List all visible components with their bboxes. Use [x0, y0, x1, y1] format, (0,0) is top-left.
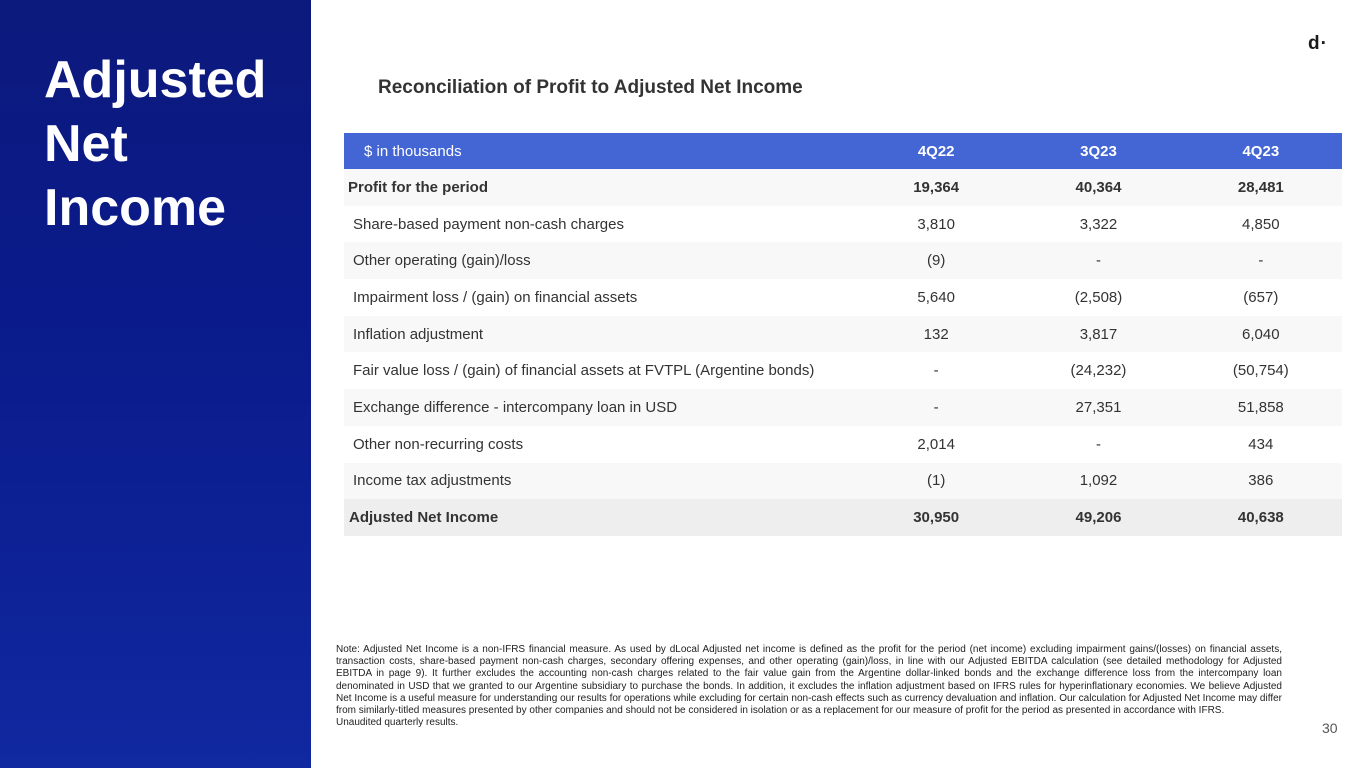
cell-4q22: 132 — [855, 315, 1018, 353]
cell-4q23: (50,754) — [1232, 362, 1289, 380]
cell-4q23: 40,638 — [1179, 499, 1342, 536]
row-label: Other operating (gain)/loss — [344, 242, 856, 280]
table-row: Fair value loss / (gain) of financial as… — [344, 352, 1342, 389]
table-row: Income tax adjustments (1) 1,092 386 — [344, 462, 1342, 500]
row-label: Income tax adjustments — [344, 462, 856, 500]
table-row: Share-based payment non-cash charges 3,8… — [344, 206, 1342, 243]
cell-4q23: 386 — [1179, 462, 1342, 500]
cell-3q23: 49,206 — [1017, 499, 1180, 536]
sidebar-panel: Adjusted Net Income — [0, 0, 311, 768]
page-title: Adjusted Net Income — [44, 48, 294, 240]
cell-4q22: - — [855, 389, 1018, 426]
cell-4q22: (9) — [855, 242, 1018, 280]
table-row: Profit for the period 19,364 40,364 28,4… — [344, 169, 1342, 206]
reconciliation-table: $ in thousands 4Q22 3Q23 4Q23 Profit for… — [344, 133, 1342, 536]
cell-4q22: - — [933, 362, 939, 380]
header-3q23: 3Q23 — [1017, 133, 1180, 169]
page-title-line: Income — [44, 179, 227, 237]
cell-4q23: 51,858 — [1179, 389, 1342, 426]
footnote-text: Note: Adjusted Net Income is a non-IFRS … — [336, 644, 1282, 717]
page-title-line: Adjusted — [44, 51, 267, 109]
cell-4q23: 4,850 — [1242, 215, 1280, 233]
table-row: Impairment loss / (gain) on financial as… — [344, 279, 1342, 316]
cell-3q23: 1,092 — [1017, 462, 1180, 500]
header-4q22: 4Q22 — [855, 133, 1018, 169]
table-total-row: Adjusted Net Income 30,950 49,206 40,638 — [344, 499, 1342, 536]
row-label: Profit for the period — [344, 169, 856, 206]
row-label: Impairment loss / (gain) on financial as… — [353, 288, 638, 306]
cell-3q23: 3,322 — [1079, 215, 1118, 233]
table-header-row: $ in thousands 4Q22 3Q23 4Q23 — [344, 133, 1342, 169]
cell-3q23: (2,508) — [1074, 288, 1123, 306]
cell-3q23: 3,817 — [1017, 315, 1180, 353]
row-label: Exchange difference - intercompany loan … — [344, 389, 856, 426]
cell-4q23: (657) — [1243, 288, 1279, 306]
row-label: Fair value loss / (gain) of financial as… — [353, 362, 815, 380]
table-row: Inflation adjustment 132 3,817 6,040 — [344, 315, 1342, 353]
page-number: 30 — [1322, 720, 1338, 736]
table-row: Exchange difference - intercompany loan … — [344, 389, 1342, 426]
row-label: Inflation adjustment — [344, 315, 856, 353]
unaudited-note: Unaudited quarterly results. — [336, 717, 459, 729]
row-label: Adjusted Net Income — [344, 499, 856, 536]
cell-3q23: 27,351 — [1017, 389, 1180, 426]
cell-4q22: (1) — [855, 462, 1018, 500]
header-units: $ in thousands — [344, 133, 856, 169]
cell-4q22: 5,640 — [917, 288, 955, 306]
table-row: Other operating (gain)/loss (9) - - — [344, 242, 1342, 280]
cell-4q22: 3,810 — [917, 215, 955, 233]
cell-3q23: 40,364 — [1017, 169, 1180, 206]
row-label: Share-based payment non-cash charges — [353, 215, 624, 233]
cell-3q23: - — [1017, 242, 1180, 280]
footnote: Note: Adjusted Net Income is a non-IFRS … — [336, 644, 1282, 729]
header-4q23: 4Q23 — [1179, 133, 1342, 169]
cell-4q23: 28,481 — [1179, 169, 1342, 206]
page-title-line: Net — [44, 115, 128, 173]
cell-4q23: - — [1179, 242, 1342, 280]
cell-4q22: 19,364 — [855, 169, 1018, 206]
cell-4q23: 434 — [1248, 435, 1274, 453]
cell-4q22: 30,950 — [855, 499, 1018, 536]
cell-4q22: 2,014 — [917, 435, 955, 453]
row-label: Other non-recurring costs — [353, 435, 524, 453]
cell-3q23: (24,232) — [1070, 362, 1127, 380]
cell-4q23: 6,040 — [1179, 315, 1342, 353]
dlocal-logo: d· — [1308, 33, 1328, 54]
table-title: Reconciliation of Profit to Adjusted Net… — [378, 77, 803, 98]
table-row: Other non-recurring costs 2,014 - 434 — [344, 426, 1342, 463]
cell-3q23: - — [1095, 435, 1101, 453]
